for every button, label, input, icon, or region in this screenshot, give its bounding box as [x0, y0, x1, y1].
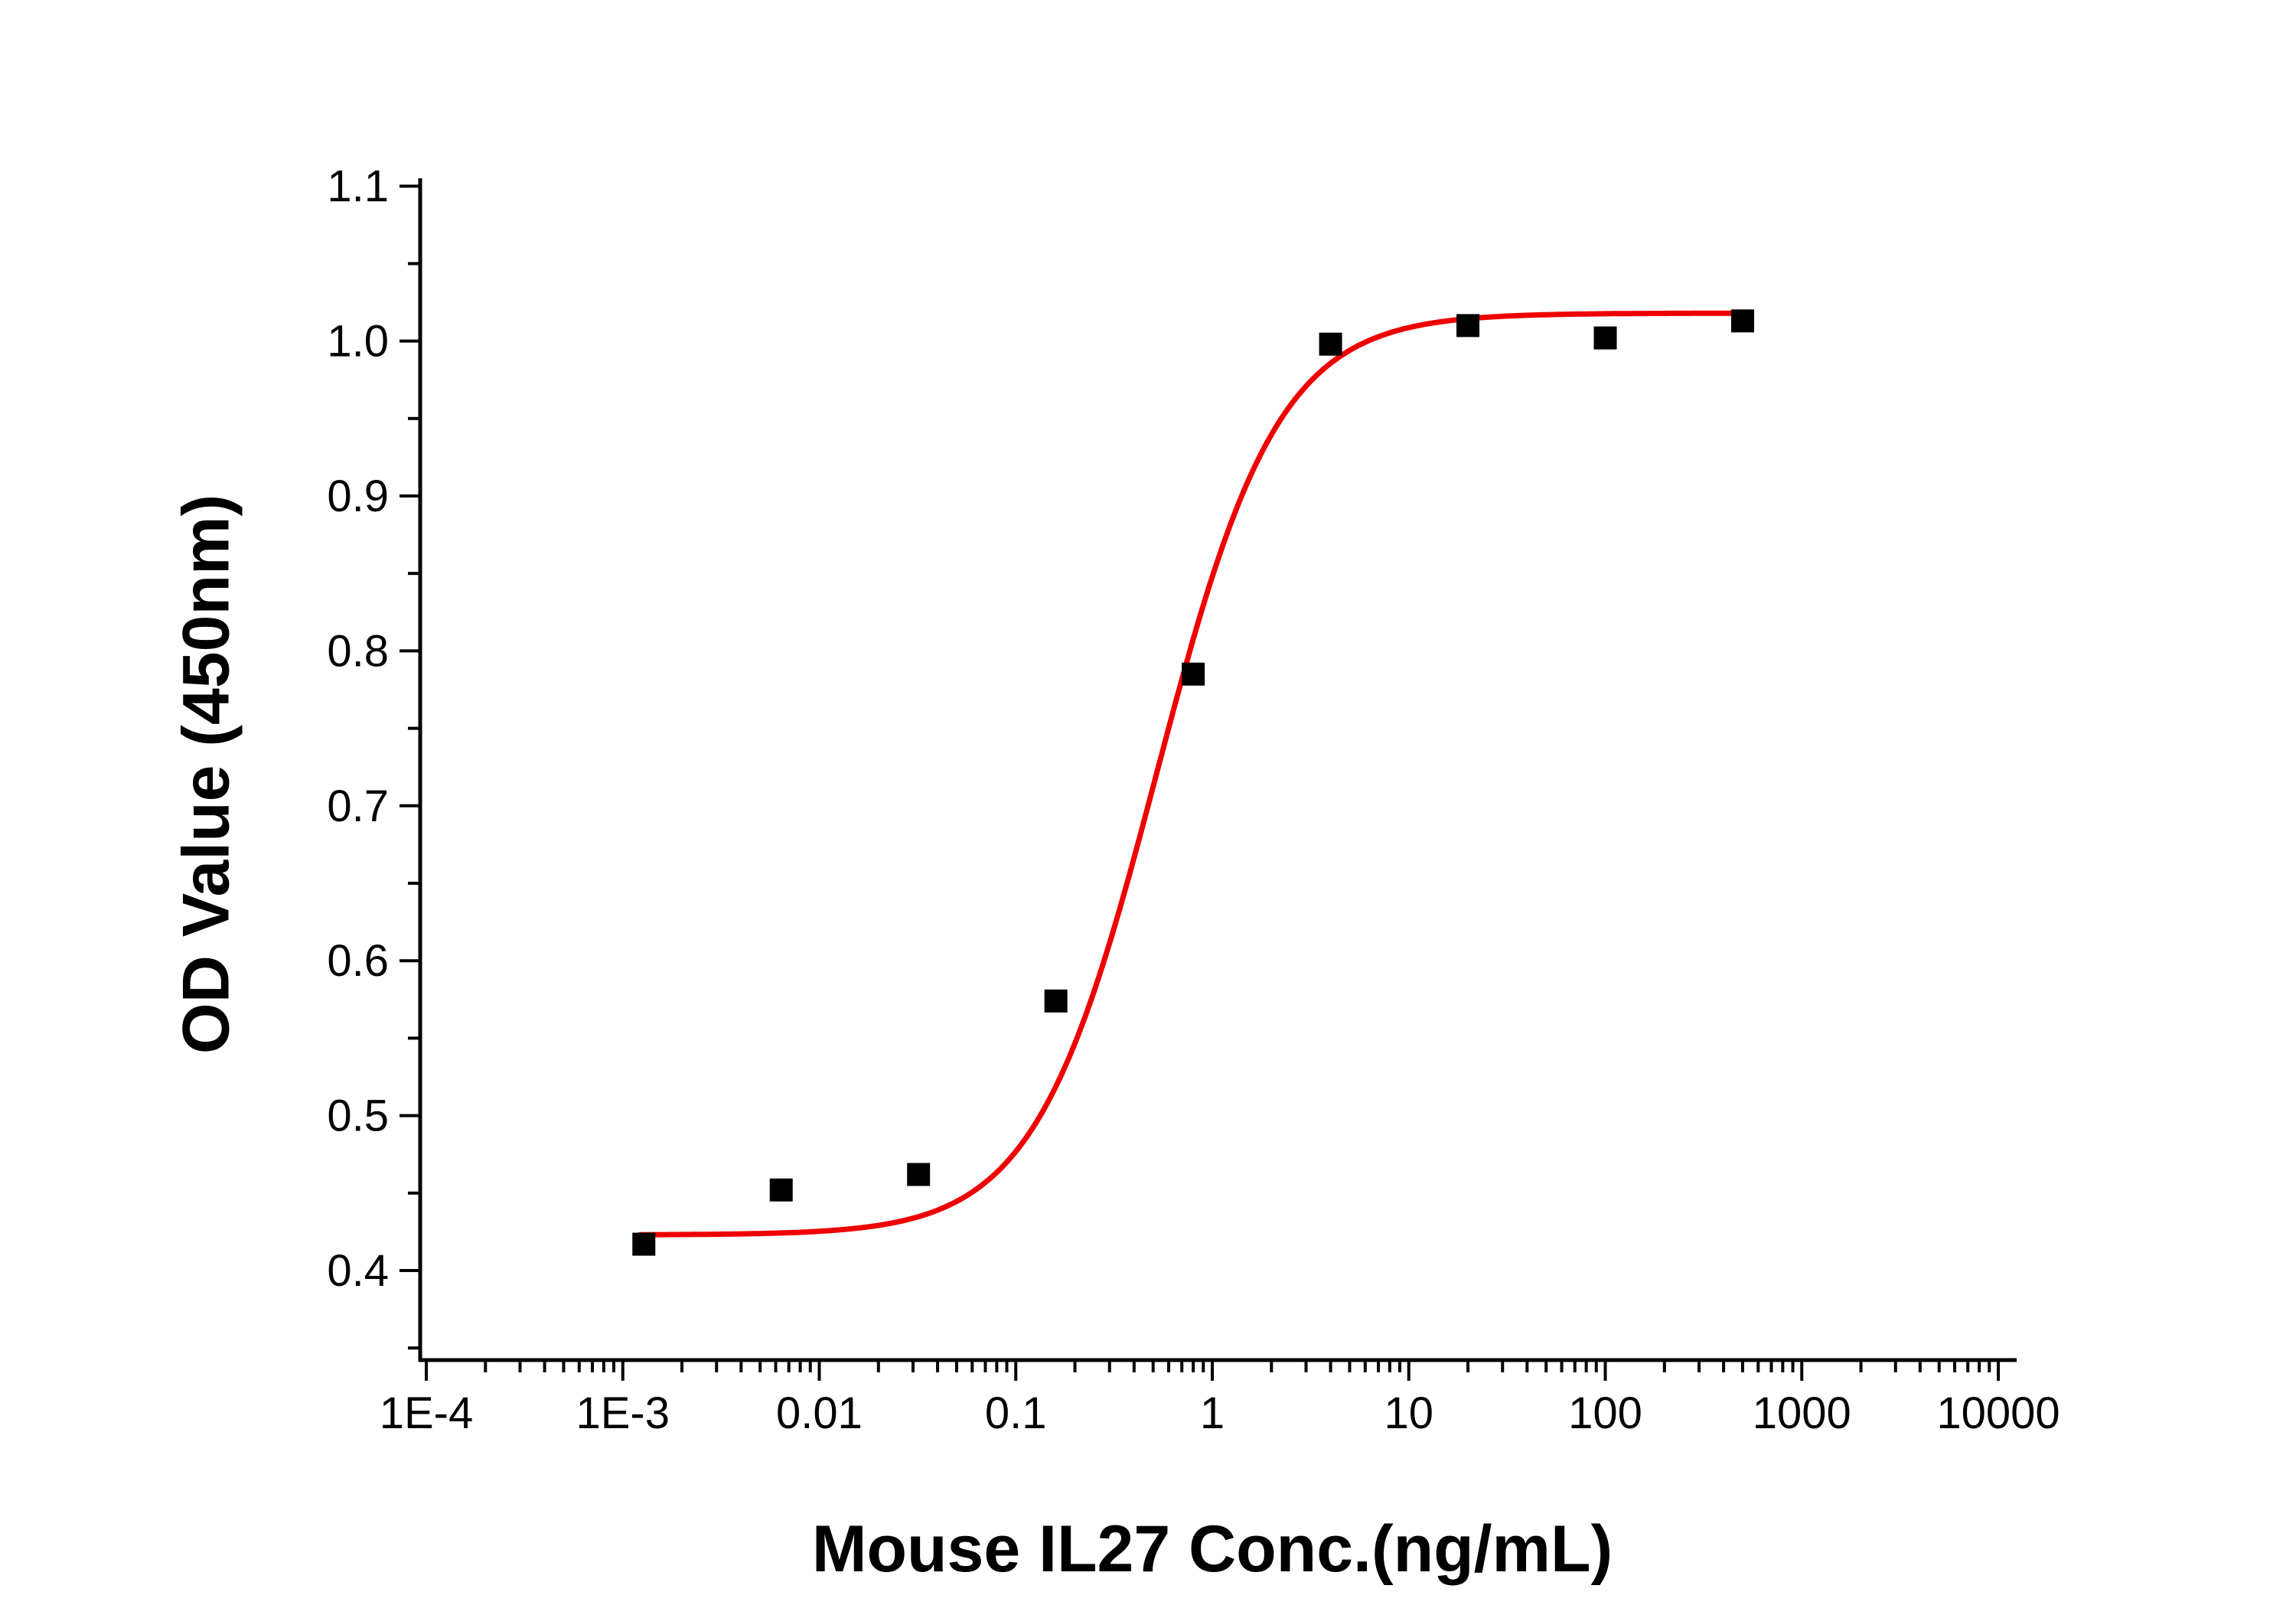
data-point [907, 1163, 931, 1186]
data-point [1182, 662, 1205, 686]
y-tick-label: 0.8 [327, 626, 389, 676]
x-axis-title: Mouse IL27 Conc.(ng/mL) [811, 1512, 1613, 1586]
y-tick-label: 1.1 [327, 161, 389, 211]
x-tick-label: 10000 [1936, 1388, 2060, 1438]
x-tick-label: 1E-4 [380, 1388, 474, 1438]
x-tick-label: 10 [1384, 1388, 1433, 1438]
data-point [1456, 314, 1480, 338]
data-point [1593, 326, 1617, 350]
x-tick-label: 0.1 [985, 1388, 1047, 1438]
x-tick-label: 1 [1200, 1388, 1225, 1438]
y-tick-label: 0.4 [327, 1246, 389, 1296]
data-point [632, 1232, 656, 1256]
x-tick-label: 1E-3 [576, 1388, 670, 1438]
data-point [1044, 989, 1068, 1013]
y-tick-label: 0.6 [327, 936, 389, 986]
data-point [1319, 332, 1342, 356]
x-tick-label: 0.01 [776, 1388, 863, 1438]
y-tick-label: 0.7 [327, 781, 389, 831]
x-tick-label: 1000 [1753, 1388, 1851, 1438]
y-tick-label: 0.5 [327, 1091, 389, 1141]
y-tick-label: 0.9 [327, 471, 389, 521]
y-tick-label: 1.0 [327, 317, 389, 367]
data-point [1730, 309, 1754, 333]
data-point [769, 1178, 793, 1202]
fit-curve [637, 310, 1747, 1238]
y-axis-title: OD Value (450nm) [169, 494, 243, 1055]
x-tick-label: 100 [1568, 1388, 1642, 1438]
